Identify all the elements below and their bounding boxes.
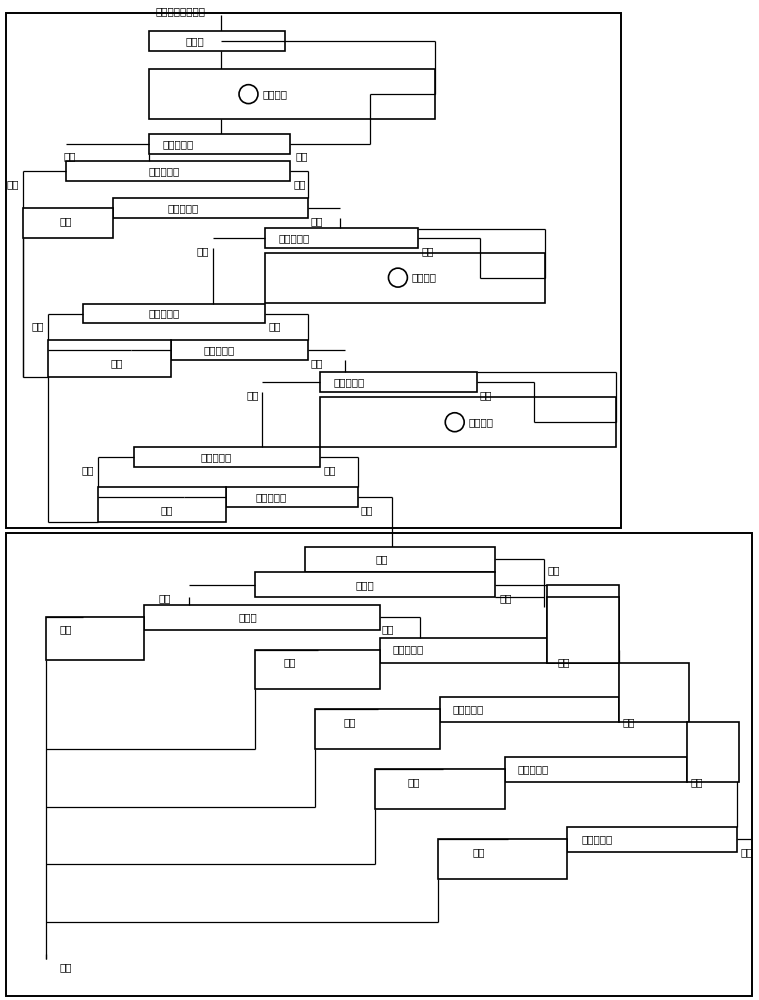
- Text: 粗浮选: 粗浮选: [355, 580, 374, 590]
- Bar: [134, 447, 320, 467]
- Text: 精浮选: 精浮选: [238, 612, 257, 622]
- Text: 尾矿: 尾矿: [622, 717, 635, 727]
- Text: 尾矿: 尾矿: [59, 216, 71, 226]
- Text: 一次扫浮选: 一次扫浮选: [393, 645, 424, 655]
- Text: 溢流: 溢流: [247, 390, 259, 400]
- Bar: [547, 585, 619, 663]
- Text: 底流: 底流: [293, 179, 306, 189]
- Bar: [6, 13, 621, 528]
- Bar: [439, 697, 619, 722]
- Bar: [144, 605, 380, 630]
- Text: 二次扫浮选: 二次扫浮选: [452, 704, 484, 714]
- Text: 尾矿: 尾矿: [111, 358, 124, 368]
- Bar: [113, 198, 308, 218]
- Text: 溢流: 溢流: [81, 465, 93, 475]
- Text: 二次旋流器: 二次旋流器: [279, 233, 310, 243]
- Text: 溢流: 溢流: [6, 179, 19, 189]
- Text: 一次脱水槽: 一次脱水槽: [149, 166, 180, 176]
- Bar: [6, 533, 751, 996]
- Bar: [687, 722, 739, 782]
- Bar: [24, 208, 113, 238]
- Bar: [66, 161, 291, 181]
- Bar: [171, 340, 308, 360]
- Text: 精矿: 精矿: [310, 216, 323, 226]
- Bar: [266, 253, 546, 303]
- Bar: [619, 663, 689, 722]
- Text: 尾矿: 尾矿: [741, 847, 753, 857]
- Text: 二次脱水槽: 二次脱水槽: [149, 309, 180, 319]
- Text: 三次扫浮选: 三次扫浮选: [518, 764, 549, 774]
- Bar: [83, 304, 266, 323]
- Text: 浓缩: 浓缩: [376, 554, 389, 564]
- Text: 尾矿: 尾矿: [557, 658, 570, 668]
- Text: 精矿: 精矿: [343, 717, 356, 727]
- Bar: [315, 709, 439, 749]
- Text: 底流: 底流: [269, 321, 281, 331]
- Bar: [305, 547, 495, 572]
- Bar: [149, 69, 435, 119]
- Text: 精矿: 精矿: [283, 658, 296, 668]
- Text: 三次旋流器: 三次旋流器: [333, 377, 364, 387]
- Bar: [46, 617, 144, 660]
- Text: 四次扫浮选: 四次扫浮选: [581, 834, 613, 844]
- Bar: [567, 827, 737, 852]
- Text: 精矿: 精矿: [59, 962, 71, 972]
- Text: 一次磁选机: 一次磁选机: [168, 203, 199, 213]
- Text: 精矿: 精矿: [473, 847, 485, 857]
- Bar: [225, 487, 358, 507]
- Text: 精矿: 精矿: [360, 505, 373, 515]
- Text: 三段球磨: 三段球磨: [468, 417, 493, 427]
- Bar: [547, 597, 619, 663]
- Text: 溢流: 溢流: [31, 321, 44, 331]
- Text: 尾矿: 尾矿: [691, 777, 704, 787]
- Text: 焙烧后镜铁矿产品: 焙烧后镜铁矿产品: [156, 6, 206, 16]
- Text: 干选机: 干选机: [186, 36, 204, 46]
- Bar: [149, 134, 291, 154]
- Bar: [266, 228, 418, 248]
- Bar: [98, 487, 225, 522]
- Text: 精矿: 精矿: [310, 358, 323, 368]
- Text: 尾矿: 尾矿: [161, 505, 173, 515]
- Bar: [505, 757, 687, 782]
- Text: 三次磁选机: 三次磁选机: [256, 492, 287, 502]
- Text: 尾矿: 尾矿: [382, 625, 395, 635]
- Text: 精矿: 精矿: [159, 593, 172, 603]
- Bar: [375, 769, 505, 809]
- Bar: [320, 372, 477, 392]
- Text: 尾矿: 尾矿: [499, 593, 512, 603]
- Text: 一段球磨: 一段球磨: [263, 89, 288, 99]
- Bar: [49, 340, 171, 377]
- Text: 二次磁选机: 二次磁选机: [203, 345, 235, 355]
- Bar: [256, 650, 380, 689]
- Text: 溢流: 溢流: [63, 151, 76, 161]
- Text: 环水: 环水: [547, 565, 560, 575]
- Text: 一次旋流器: 一次旋流器: [162, 139, 194, 149]
- Bar: [380, 638, 554, 663]
- Text: 溢流: 溢流: [197, 246, 209, 256]
- Bar: [149, 31, 285, 51]
- Bar: [438, 839, 567, 879]
- Text: 底流: 底流: [480, 390, 492, 400]
- Bar: [320, 397, 616, 447]
- Text: 底流: 底流: [422, 246, 434, 256]
- Text: 二段球磨: 二段球磨: [412, 273, 437, 283]
- Text: 底流: 底流: [323, 465, 335, 475]
- Text: 精矿: 精矿: [59, 625, 71, 635]
- Text: 三次脱水槽: 三次脱水槽: [200, 452, 232, 462]
- Text: 精矿: 精矿: [408, 777, 420, 787]
- Text: 底流: 底流: [295, 151, 308, 161]
- Bar: [256, 572, 495, 597]
